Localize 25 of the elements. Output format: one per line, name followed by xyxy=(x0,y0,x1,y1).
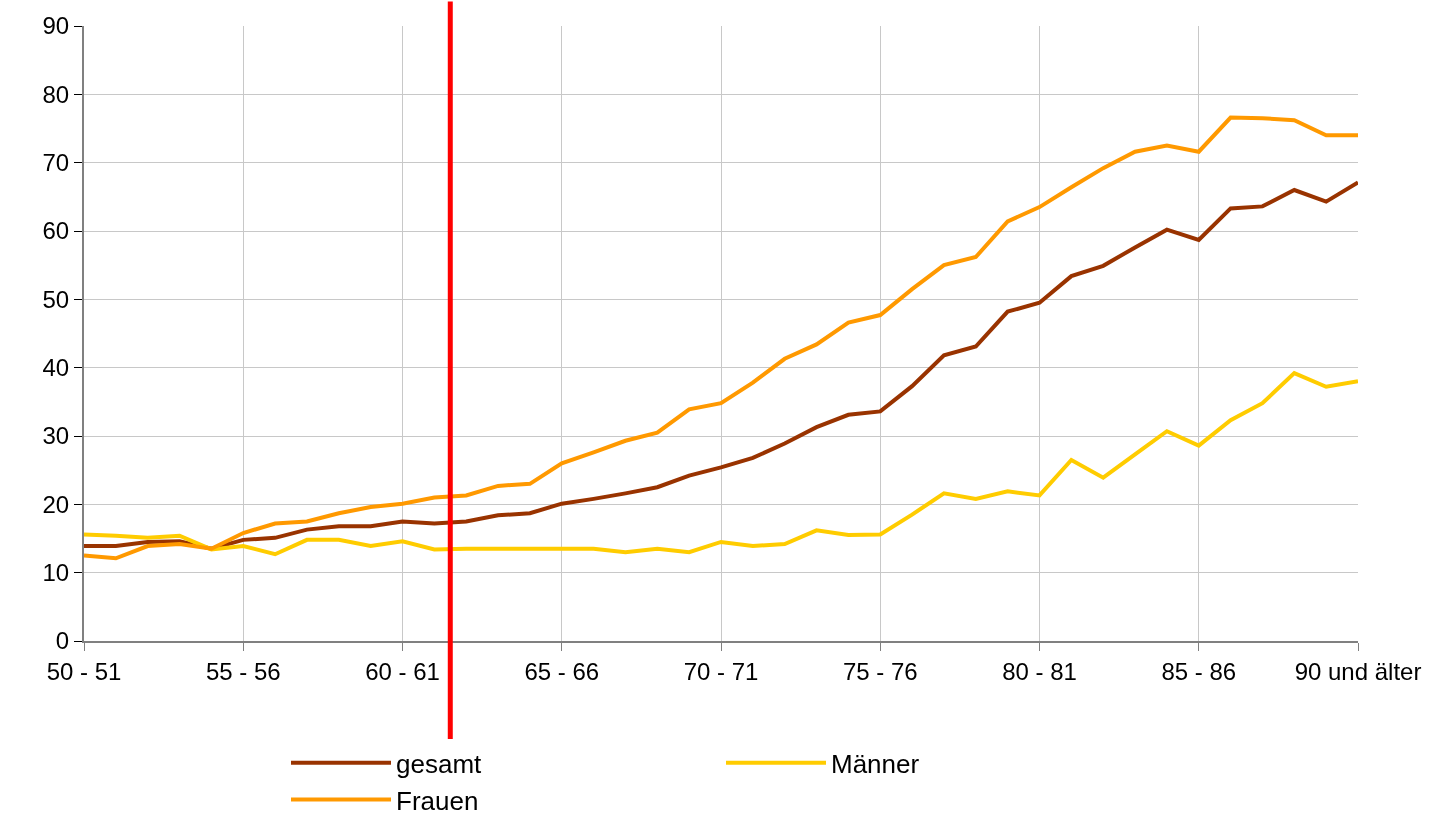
x-tick-label: 70 - 71 xyxy=(683,657,759,685)
y-tick-label: 40 xyxy=(42,354,70,382)
line-series xyxy=(84,371,1358,557)
legend-label: Männer xyxy=(831,748,920,779)
y-tick-label: 10 xyxy=(42,559,70,587)
line-series xyxy=(84,180,1358,551)
y-tick-label: 70 xyxy=(42,149,70,177)
x-tick-label: 55 - 56 xyxy=(205,657,281,685)
x-tick-label: 80 - 81 xyxy=(1002,657,1077,685)
y-tick-label: 0 xyxy=(55,627,70,655)
legend-label: gesamt xyxy=(396,748,483,779)
x-tick-label: 60 - 61 xyxy=(365,657,440,685)
y-tick-label: 30 xyxy=(42,422,70,450)
y-tick-label: 50 xyxy=(42,285,70,313)
x-tick-label: 65 - 66 xyxy=(524,657,600,685)
legend-label: Frauen xyxy=(396,785,479,816)
x-tick-label: 85 - 86 xyxy=(1161,657,1237,685)
line-series xyxy=(84,115,1358,561)
y-tick-label: 90 xyxy=(42,12,70,40)
y-tick-label: 80 xyxy=(42,80,70,108)
x-tick-label: 75 - 76 xyxy=(842,657,918,685)
y-tick-label: 20 xyxy=(42,490,70,518)
y-tick-label: 60 xyxy=(42,217,70,245)
x-tick-label: 50 - 51 xyxy=(46,657,122,685)
x-tick-label: 90 und älter xyxy=(1294,657,1422,685)
